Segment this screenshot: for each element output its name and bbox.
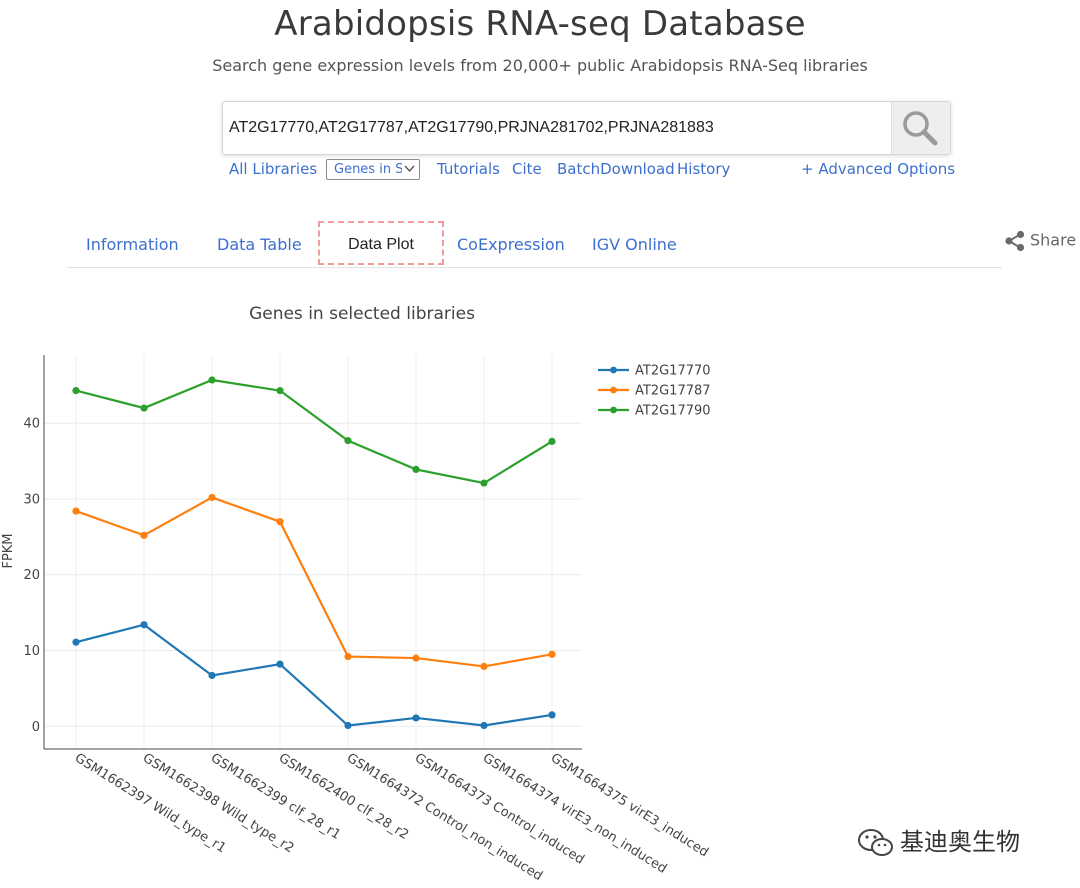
data-point[interactable]: [344, 652, 352, 661]
wechat-icon: [858, 829, 893, 856]
data-point[interactable]: [548, 437, 556, 445]
watermark-text: 基迪奥生物: [900, 828, 1020, 856]
data-point[interactable]: [412, 714, 420, 722]
cite-link[interactable]: Cite: [512, 160, 542, 178]
data-point[interactable]: [412, 654, 420, 662]
chart-legend: AT2G17770 AT2G17787 AT2G17790: [598, 364, 711, 419]
genes-select-value: Genes in Se: [334, 162, 402, 177]
series-line-AT2G17770: [75, 623, 553, 727]
data-point[interactable]: [276, 660, 284, 668]
y-tick-label: 0: [32, 720, 40, 735]
series-line-AT2G17787: [75, 496, 553, 668]
data-point[interactable]: [548, 711, 556, 719]
share-icon: [1005, 230, 1025, 252]
data-point[interactable]: [548, 650, 556, 658]
data-point[interactable]: [344, 721, 352, 730]
tab-coexpression[interactable]: CoExpression: [457, 235, 565, 254]
data-point[interactable]: [208, 493, 216, 502]
chart-title: Genes in selected libraries: [249, 304, 475, 324]
tabs-divider: [67, 267, 1002, 268]
y-axis-label: FPKM: [1, 533, 16, 568]
legend-swatch-marker: [610, 406, 617, 414]
legend-swatch-marker: [610, 366, 617, 374]
y-tick-label: 20: [23, 568, 40, 583]
data-point[interactable]: [344, 437, 352, 445]
y-tick-label: 30: [23, 492, 40, 507]
search-button[interactable]: [891, 102, 950, 154]
data-point[interactable]: [72, 507, 80, 515]
search-box: [222, 101, 951, 155]
search-input[interactable]: [223, 102, 883, 154]
tutorials-link[interactable]: Tutorials: [437, 160, 500, 178]
data-point[interactable]: [412, 465, 420, 474]
history-link[interactable]: History: [677, 160, 731, 178]
data-point[interactable]: [140, 531, 148, 539]
x-tick-label: GSM1662400 clf_28_r2: [276, 751, 411, 843]
all-libraries-link[interactable]: All Libraries: [229, 160, 318, 178]
chart-series: [72, 376, 556, 730]
data-point[interactable]: [276, 518, 284, 526]
chart-grid: [44, 355, 582, 749]
legend-label[interactable]: AT2G17770: [635, 364, 711, 379]
share-button[interactable]: Share: [1004, 230, 1076, 252]
series-line-AT2G17790: [75, 378, 553, 485]
search-icon: [903, 111, 938, 146]
watermark: 基迪奥生物: [856, 822, 1020, 859]
chart-axes: [43, 355, 582, 750]
data-point[interactable]: [480, 479, 488, 487]
expression-line-chart: Genes in selected libraries FPKM 0 10 20 30…: [1, 304, 711, 884]
legend-label[interactable]: AT2G17787: [635, 384, 711, 399]
data-point[interactable]: [276, 387, 284, 395]
y-tick-label: 40: [23, 417, 40, 432]
y-tick-labels: 0 10 20 30 40: [23, 417, 40, 735]
tab-information[interactable]: Information: [86, 235, 179, 254]
site-subtitle: Search gene expression levels from 20,00…: [212, 56, 868, 75]
genes-select[interactable]: Genes in Se: [326, 159, 420, 180]
data-point[interactable]: [208, 376, 216, 384]
data-point[interactable]: [208, 671, 216, 680]
y-tick-label: 10: [23, 644, 40, 659]
data-point[interactable]: [72, 387, 80, 395]
tab-igv-online[interactable]: IGV Online: [592, 235, 677, 254]
site-title: Arabidopsis RNA-seq Database: [274, 4, 806, 44]
advanced-options-link[interactable]: + Advanced Options: [801, 160, 956, 178]
x-tick-label: GSM1662399 clf_28_r1: [208, 751, 343, 843]
tab-data-plot[interactable]: Data Plot: [318, 221, 444, 265]
share-label: Share: [1030, 230, 1077, 250]
data-point[interactable]: [140, 404, 148, 412]
data-point[interactable]: [140, 621, 148, 629]
batch-download-link[interactable]: BatchDownload: [557, 160, 675, 178]
data-point[interactable]: [480, 721, 488, 730]
data-point[interactable]: [480, 662, 488, 671]
tab-data-table[interactable]: Data Table: [217, 235, 302, 254]
data-point[interactable]: [72, 638, 80, 646]
chevron-down-icon: [404, 165, 415, 173]
legend-label[interactable]: AT2G17790: [635, 404, 711, 419]
legend-swatch-marker: [610, 386, 617, 394]
